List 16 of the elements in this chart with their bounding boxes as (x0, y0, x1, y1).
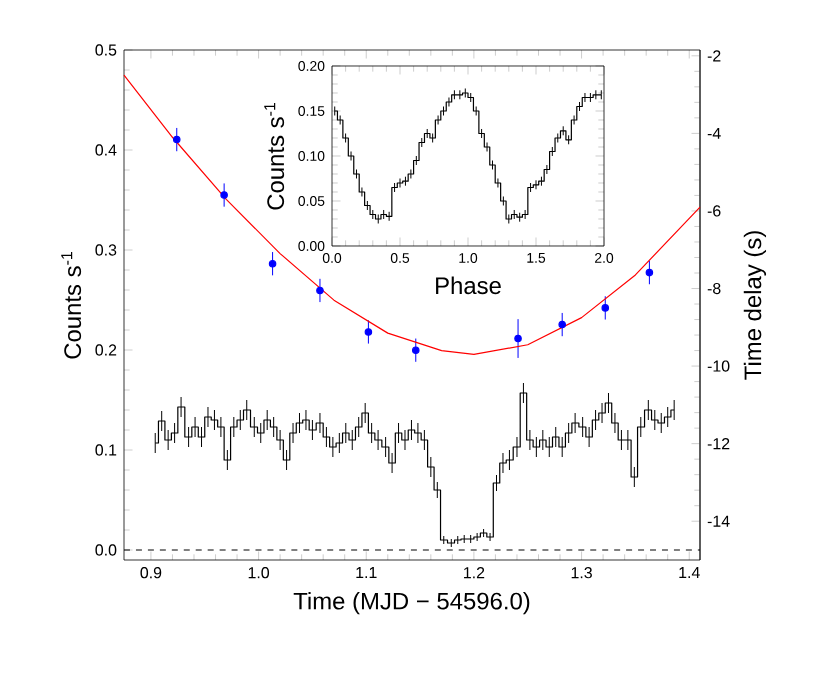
point (316, 286, 324, 295)
point (645, 268, 654, 277)
point (268, 259, 277, 268)
point (558, 320, 566, 329)
point (514, 334, 522, 343)
point (411, 346, 420, 354)
point (220, 191, 228, 199)
point (364, 328, 373, 336)
point (172, 135, 181, 144)
y-axis-title: Counts s$^{-1}$ (264, 103, 285, 210)
x-axis-title: Time (MJD − 54596.0) (293, 592, 530, 615)
line-series (123, 74, 701, 356)
y-axis-title: Counts s$^{-1}$ (61, 252, 82, 359)
point (601, 304, 610, 312)
x-axis-title: Phase (436, 276, 501, 295)
y2-axis-title: Time delay (s) (743, 231, 767, 380)
